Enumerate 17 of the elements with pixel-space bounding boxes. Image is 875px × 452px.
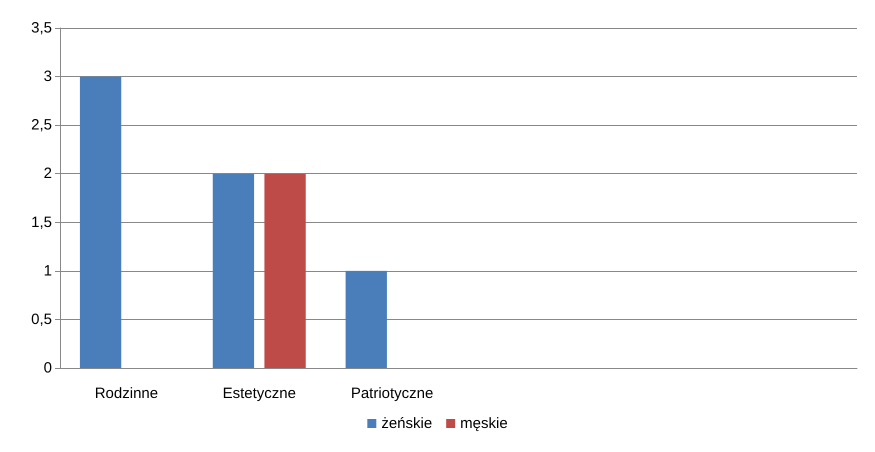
y-tick-label: 1,5: [31, 214, 52, 231]
bar: [346, 270, 387, 368]
y-tick-label: 2: [44, 165, 52, 182]
legend-label: żeńskie: [381, 415, 432, 432]
bar: [80, 76, 122, 368]
y-tick-label: 0: [44, 360, 52, 376]
x-tick-label: Rodzinne: [94, 385, 158, 402]
y-tick-label: 1: [44, 262, 52, 280]
y-tick-label: 3: [44, 68, 52, 86]
y-tick-label: 0,5: [31, 310, 52, 328]
x-tick-label: Patriotyczne: [350, 385, 434, 402]
legend-label: męskie: [460, 415, 508, 432]
bar: [212, 174, 254, 368]
bar: [264, 174, 306, 368]
y-tick-label: 3,5: [31, 20, 52, 36]
y-tick-label: 2,5: [31, 116, 52, 134]
x-tick-label: Estetyczne: [222, 385, 296, 402]
